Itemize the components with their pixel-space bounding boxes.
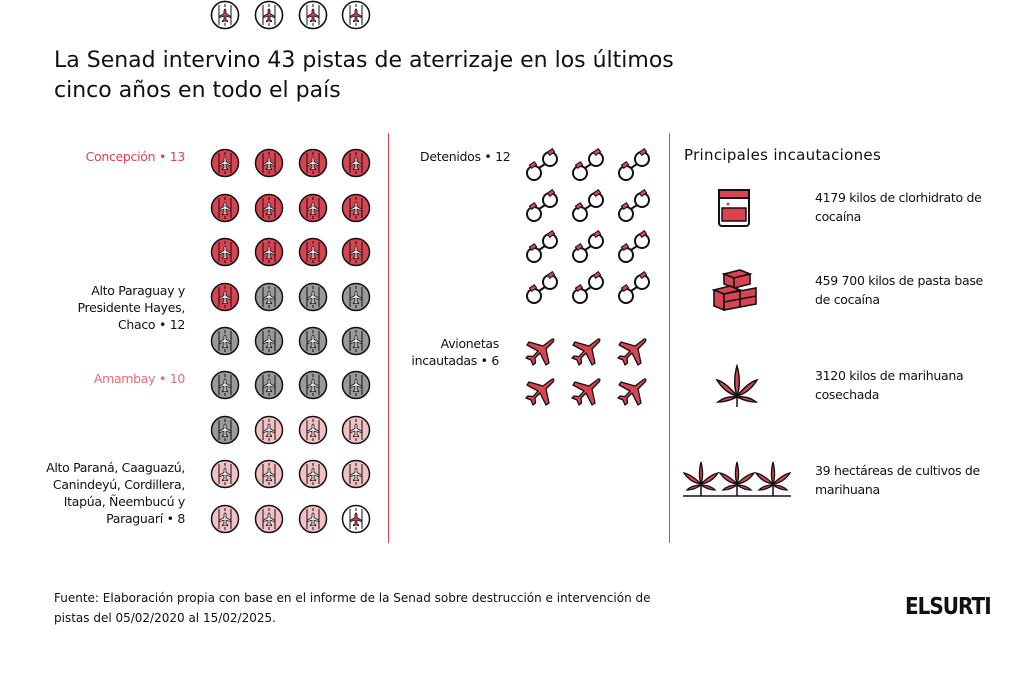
handcuffs-icon	[571, 230, 607, 266]
region-label-amambay: Amambay • 10	[93, 371, 185, 386]
region-label-chaco: Alto Paraguay y Presidente Hayes, Chaco …	[77, 283, 185, 332]
airstrip-icon	[298, 459, 328, 489]
source-note: Fuente: Elaboración propia con base en e…	[54, 591, 651, 625]
airstrip-icon	[210, 193, 240, 223]
aircraft-label: Avionetas incautadas • 6	[411, 336, 499, 368]
handcuffs-icon	[617, 230, 653, 266]
airstrip-icon	[298, 282, 328, 312]
airstrip-icon	[341, 504, 371, 534]
airstrip-icon	[341, 326, 371, 356]
column-divider	[669, 133, 670, 543]
airstrip-icon	[298, 415, 328, 445]
seizure-text-cocaine: 4179 kilos de clorhidrato de cocaína	[815, 190, 982, 224]
airstrip-icon	[254, 193, 284, 223]
airstrip-icon	[210, 148, 240, 178]
marijuana-leaf-icon	[714, 364, 760, 408]
airstrip-icon	[341, 370, 371, 400]
airstrip-icon	[254, 415, 284, 445]
handcuffs-icon	[571, 271, 607, 307]
cocaine-bag-icon	[716, 188, 752, 228]
airstrip-icon	[298, 370, 328, 400]
airstrip-icon	[254, 459, 284, 489]
column-divider	[388, 133, 389, 543]
airstrip-icon	[298, 504, 328, 534]
seizure-text-crops: 39 hectáreas de cultivos de marihuana	[815, 463, 980, 497]
airstrip-icon	[210, 504, 240, 534]
airplane-icon	[524, 376, 556, 408]
handcuffs-icon	[525, 271, 561, 307]
cocaine-bricks-icon	[710, 268, 760, 314]
airstrip-icon	[254, 0, 284, 30]
handcuffs-icon	[571, 189, 607, 225]
airstrip-icon	[210, 415, 240, 445]
airstrip-icon	[210, 282, 240, 312]
handcuffs-icon	[525, 189, 561, 225]
airstrip-icon	[210, 459, 240, 489]
airstrip-icon	[254, 282, 284, 312]
handcuffs-icon	[571, 148, 607, 184]
handcuffs-icon	[525, 148, 561, 184]
airstrip-icon	[298, 148, 328, 178]
handcuffs-icon	[617, 148, 653, 184]
marijuana-plants-icon	[683, 460, 791, 502]
airstrip-icon	[341, 148, 371, 178]
airplane-icon	[616, 336, 648, 368]
airstrip-icon	[254, 326, 284, 356]
airstrip-icon	[341, 0, 371, 30]
publisher-logo: ELSURTI	[905, 592, 992, 620]
airstrip-icon	[341, 237, 371, 267]
seizures-title: Principales incautaciones	[684, 146, 882, 164]
seizure-text-marijuana: 3120 kilos de marihuana cosechada	[815, 368, 964, 402]
airstrip-icon	[298, 0, 328, 30]
airstrip-icon	[254, 504, 284, 534]
airplane-icon	[616, 376, 648, 408]
handcuffs-icon	[525, 230, 561, 266]
airplane-icon	[570, 376, 602, 408]
airplane-icon	[570, 336, 602, 368]
page-title: La Senad intervino 43 pistas de aterriza…	[54, 48, 674, 103]
airstrip-icon	[341, 282, 371, 312]
airstrip-icon	[341, 415, 371, 445]
airstrip-icon	[210, 370, 240, 400]
airplane-icon	[524, 336, 556, 368]
handcuffs-icon	[617, 271, 653, 307]
region-label-others: Alto Paraná, Caaguazú, Canindeyú, Cordil…	[46, 460, 185, 526]
airstrip-icon	[210, 326, 240, 356]
airstrip-icon	[254, 148, 284, 178]
airstrip-icon	[341, 459, 371, 489]
region-label-concepcion: Concepción • 13	[85, 149, 186, 164]
seizure-text-paste: 459 700 kilos de pasta base de cocaína	[815, 273, 983, 307]
airstrip-icon	[298, 237, 328, 267]
airstrip-icon	[298, 193, 328, 223]
airstrip-icon	[341, 193, 371, 223]
airstrip-icon	[210, 0, 240, 30]
airstrip-icon	[210, 237, 240, 267]
airstrip-icon	[254, 370, 284, 400]
airstrip-icon	[254, 237, 284, 267]
detainees-label: Detenidos • 12	[420, 149, 511, 164]
handcuffs-icon	[617, 189, 653, 225]
airstrip-icon	[298, 326, 328, 356]
